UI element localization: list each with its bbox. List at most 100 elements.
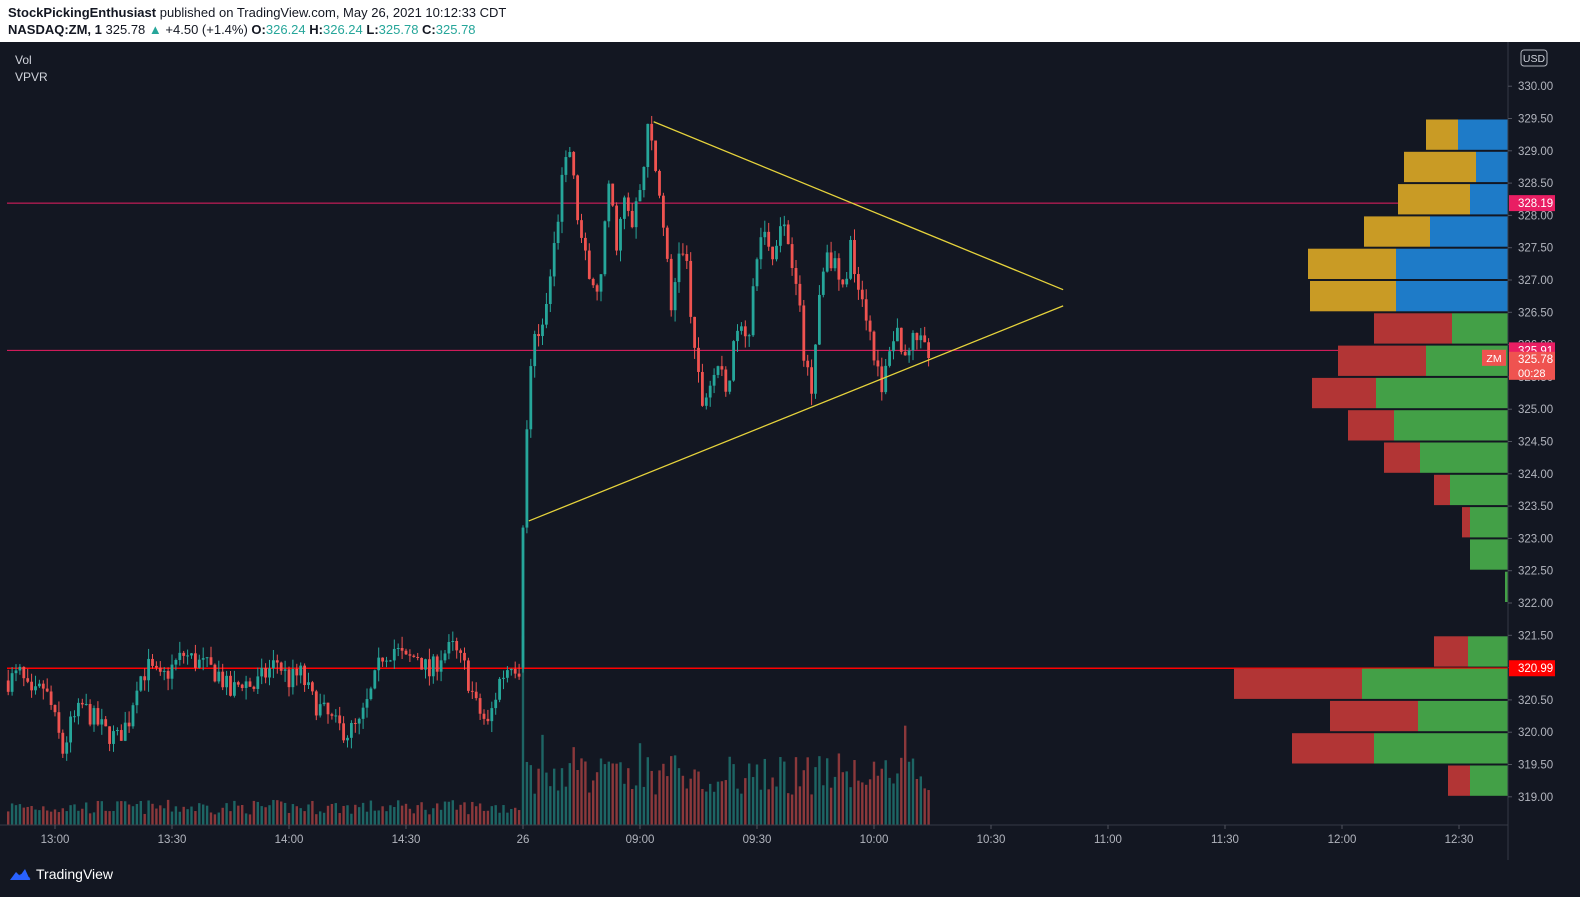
price-tick-label: 322.00 xyxy=(1518,598,1553,610)
volume-bar xyxy=(549,786,552,825)
volume-bar xyxy=(802,770,805,825)
volume-bar xyxy=(190,806,193,825)
volume-bar xyxy=(108,811,111,825)
candle-body xyxy=(30,681,33,691)
volume-bar xyxy=(174,806,178,825)
candle-body xyxy=(634,201,638,228)
candle-body xyxy=(564,157,568,175)
candle-body xyxy=(45,688,49,692)
volume-bar xyxy=(853,760,856,825)
candle-body xyxy=(654,140,657,171)
candle-body xyxy=(506,670,509,678)
candle-body xyxy=(283,669,287,671)
indicator-vol[interactable]: Vol xyxy=(15,53,32,67)
candle-body xyxy=(884,365,888,393)
price-chart[interactable]: 330.00 329.50 329.00 328.50 328.00 327.50 327.… xyxy=(0,0,1580,860)
symbol-badge-label: ZM xyxy=(1486,353,1501,365)
candle-body xyxy=(919,335,923,341)
vp-bar-up xyxy=(1470,765,1508,796)
volume-bar xyxy=(241,804,244,825)
volume-bar xyxy=(900,757,903,825)
volume-bar xyxy=(436,803,439,825)
volume-bar xyxy=(135,804,139,825)
candle-body xyxy=(428,659,431,677)
candle-body xyxy=(236,682,240,685)
volume-bar xyxy=(326,805,330,825)
triangle-trendlines[interactable] xyxy=(528,121,1064,522)
symbol-label[interactable]: NASDAQ:ZM, 1 xyxy=(8,22,102,37)
candle-body xyxy=(260,667,264,677)
volume-bar xyxy=(517,810,521,825)
tradingview-logo[interactable]: TradingView xyxy=(8,866,113,882)
volume-bar xyxy=(670,756,673,825)
candle-body xyxy=(502,677,505,679)
time-tick-label: 09:00 xyxy=(626,834,655,846)
candle-body xyxy=(701,371,704,406)
volume-bar xyxy=(73,804,76,825)
volume-bar xyxy=(588,792,591,825)
candle-body xyxy=(53,704,57,713)
volume-bar xyxy=(311,800,314,825)
volume-bar xyxy=(654,794,657,825)
volume-bar xyxy=(467,814,470,825)
publish-header: StockPickingEnthusiast published on Trad… xyxy=(0,0,1580,42)
candle-body xyxy=(584,237,587,251)
volume-bar xyxy=(646,757,649,825)
candle-body xyxy=(591,278,595,286)
volume-bar xyxy=(163,808,166,825)
candle-body xyxy=(896,327,899,342)
candle-body xyxy=(548,276,552,304)
indicator-vpvr[interactable]: VPVR xyxy=(15,70,48,84)
volume-bar xyxy=(358,807,361,825)
volume-bar xyxy=(716,781,720,825)
volume-bar xyxy=(22,807,25,825)
symbol-ohlc-line: NASDAQ:ZM, 1 325.78 ▲ +4.50 (+1.4%) O:32… xyxy=(8,22,476,37)
time-tick-label: 26 xyxy=(517,834,530,846)
volume-bar xyxy=(268,805,271,825)
candle-body xyxy=(225,675,228,688)
candle-body xyxy=(786,224,790,245)
vp-bar-up xyxy=(1394,410,1508,441)
candle-body xyxy=(342,723,345,741)
candle-body xyxy=(899,327,903,352)
candle-body xyxy=(318,704,322,716)
volume-bar xyxy=(315,814,318,825)
candle-body xyxy=(685,254,689,261)
volume-bar xyxy=(525,761,529,825)
candle-body xyxy=(303,665,306,686)
volume-bar xyxy=(283,802,287,825)
volume-bar xyxy=(307,804,310,825)
volume-bar xyxy=(642,786,646,825)
time-tick-label: 12:00 xyxy=(1328,834,1357,846)
author-name[interactable]: StockPickingEnthusiast xyxy=(8,5,157,20)
candle-body xyxy=(857,274,860,290)
vp-bar-up xyxy=(1450,474,1508,506)
volume-bar xyxy=(693,769,696,825)
volume-bar xyxy=(170,811,174,825)
candle-body xyxy=(646,123,650,168)
volume-bar xyxy=(502,805,505,825)
volume-bar xyxy=(471,801,474,825)
volume-bar xyxy=(911,758,915,825)
volume-bar xyxy=(892,783,895,825)
volume-bar xyxy=(412,813,415,825)
vp-bar-up xyxy=(1468,636,1508,667)
volume-bar xyxy=(697,771,700,825)
candle-body xyxy=(556,221,560,244)
candle-body xyxy=(447,642,451,654)
volume-bar xyxy=(498,812,501,825)
candle-body xyxy=(763,231,767,238)
volume-bar xyxy=(919,776,922,825)
volume-bar xyxy=(849,787,852,825)
volume-bar xyxy=(794,757,798,825)
candle-body xyxy=(256,676,260,689)
candle-body xyxy=(34,686,37,691)
currency-badge xyxy=(1520,49,1548,67)
volume-bar xyxy=(638,743,642,825)
candle-body xyxy=(116,730,119,732)
candle-body xyxy=(112,731,115,744)
candle-body xyxy=(100,719,104,725)
candle-body xyxy=(412,655,416,657)
candle-body xyxy=(338,715,342,724)
candle-body xyxy=(486,718,490,722)
